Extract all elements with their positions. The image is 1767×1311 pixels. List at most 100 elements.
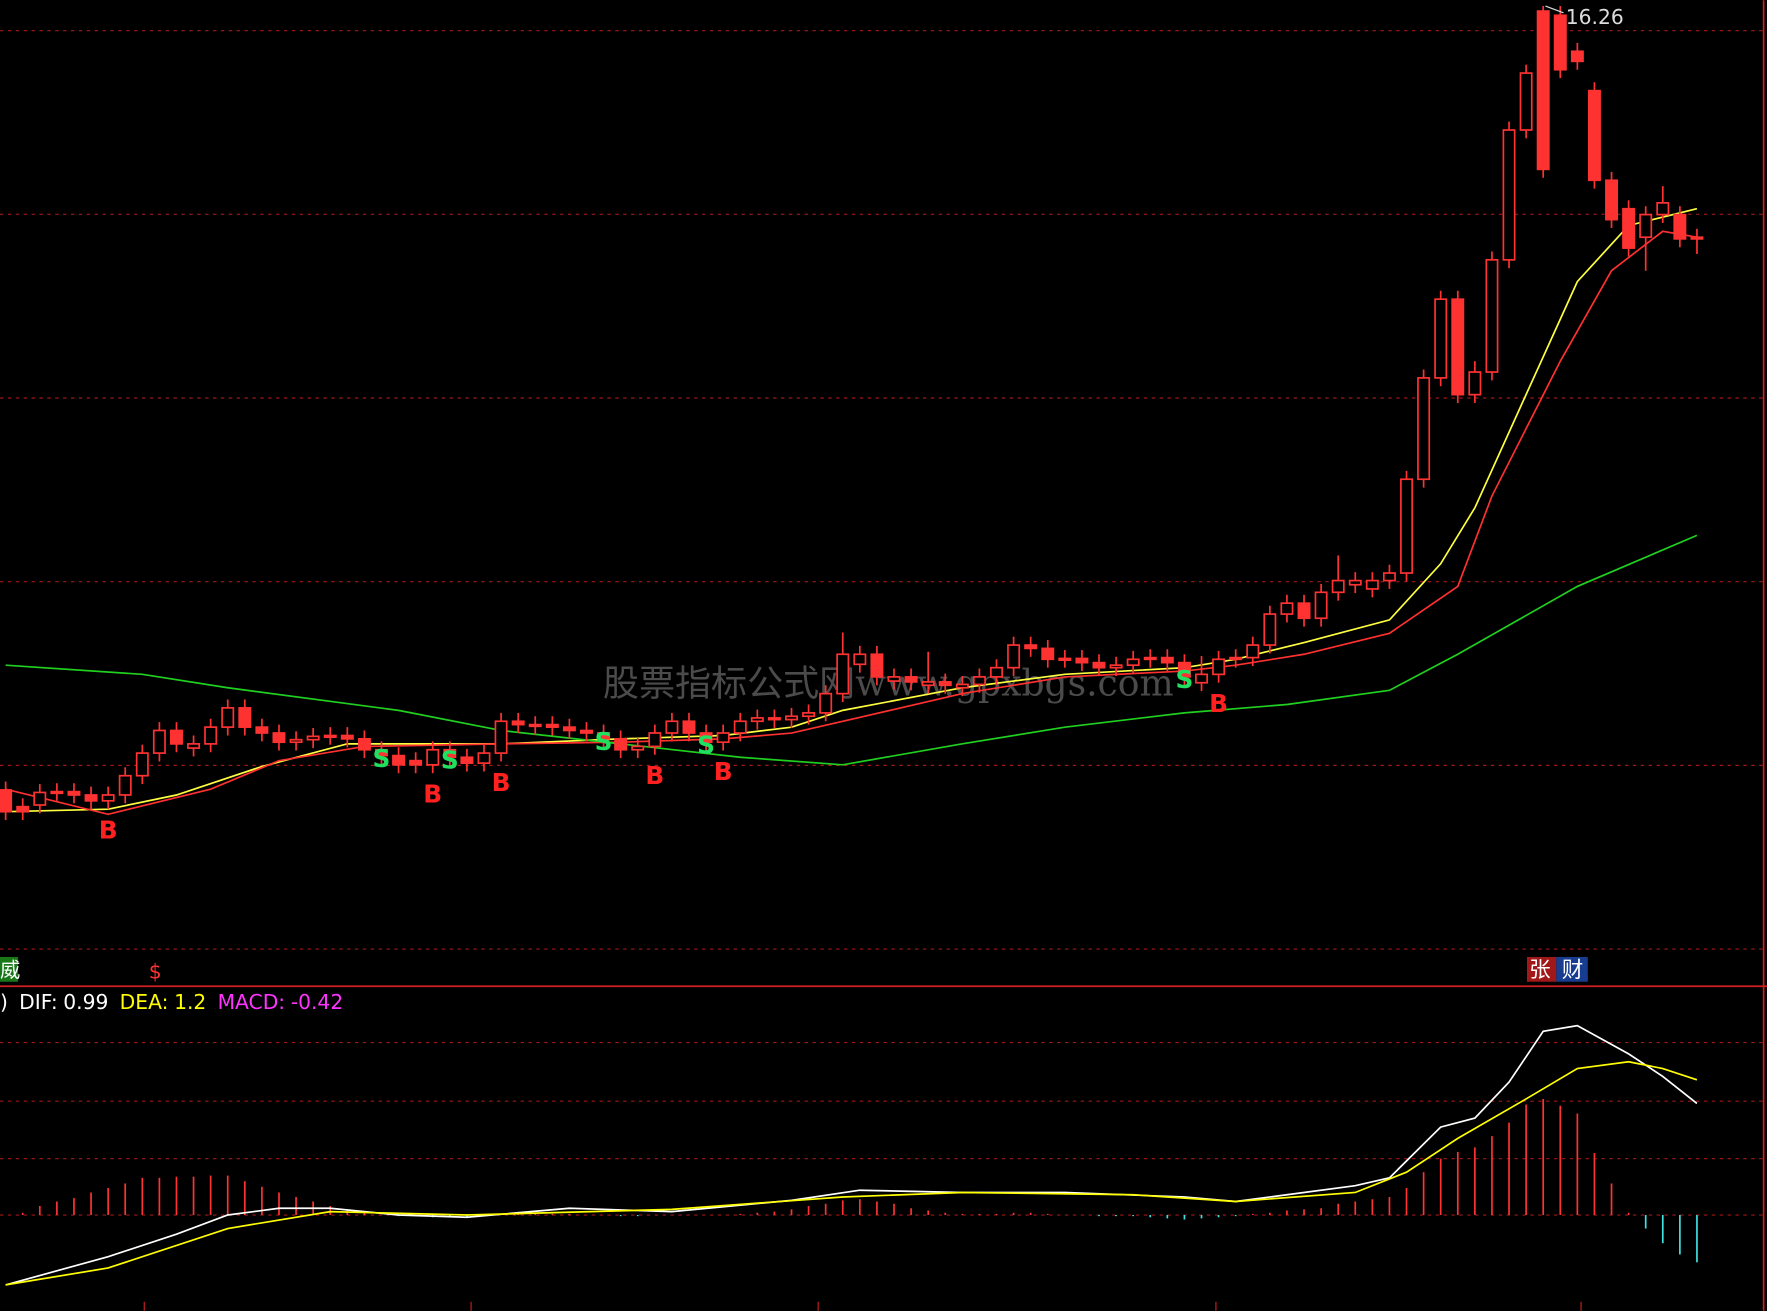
candle-body	[1639, 213, 1653, 239]
candle-body	[1126, 658, 1140, 667]
candle-body	[443, 748, 457, 759]
label-box	[1556, 956, 1588, 982]
candle-body	[494, 720, 508, 754]
candle-body	[272, 732, 286, 744]
candle-body	[1434, 298, 1448, 379]
candle-body	[323, 734, 337, 739]
signal-label: S	[595, 727, 613, 756]
price-grid	[0, 30, 1764, 1216]
candle-body	[1468, 371, 1482, 396]
legend-value: 0.99	[63, 990, 108, 1014]
indicator-line	[5, 1024, 1698, 1286]
signal-label: B	[492, 768, 511, 797]
label-box	[0, 956, 19, 982]
signal-label: S	[373, 744, 391, 773]
candle-body	[1536, 10, 1550, 171]
candle-body	[819, 692, 833, 714]
candle-body	[1297, 602, 1311, 620]
candle-body	[870, 653, 884, 678]
candle-body	[1400, 478, 1414, 574]
candle-body	[699, 732, 713, 744]
candle-body	[1451, 298, 1465, 396]
macd-legend: DIF: 0.99 DEA: 1.2 MACD: -0.42	[19, 990, 343, 1014]
candle-body	[921, 681, 935, 687]
candle-body	[84, 794, 98, 802]
candle-body	[1587, 89, 1601, 182]
candle-body	[1263, 613, 1277, 646]
candle-body	[1024, 644, 1038, 650]
candle-body	[460, 756, 474, 764]
candle-body	[357, 738, 371, 751]
candle-body	[392, 754, 406, 766]
label-box	[1526, 956, 1557, 982]
candle-body	[1553, 14, 1567, 71]
signal-label: B	[1209, 689, 1228, 718]
indicator-line	[5, 230, 1698, 816]
candle-body	[1143, 656, 1157, 661]
candle-body	[16, 805, 30, 813]
max-label: 16.26	[1566, 5, 1624, 29]
bottom-right-label: 张	[1529, 958, 1550, 983]
candle-body	[101, 794, 115, 802]
candle-body	[528, 723, 542, 728]
candle-body	[562, 726, 576, 732]
candle-body	[836, 653, 850, 695]
candle-body	[545, 723, 559, 728]
candle-body	[580, 729, 593, 734]
candle-body	[648, 732, 662, 748]
legend-name: DIF:	[19, 990, 58, 1014]
candle-body	[169, 729, 183, 745]
candle-body	[33, 791, 47, 806]
candle-body	[1195, 673, 1208, 684]
candle-body	[631, 745, 645, 751]
legend-name: DEA:	[120, 990, 169, 1014]
candle-body	[1673, 213, 1687, 240]
candle-body	[1109, 664, 1123, 669]
candle-body	[0, 789, 13, 813]
candle-body	[375, 748, 388, 757]
candle-body	[289, 738, 303, 744]
bottom-mark: $	[149, 959, 162, 983]
indicator-line	[5, 1060, 1698, 1286]
candle-body	[1314, 591, 1328, 620]
candle-body	[118, 774, 132, 796]
candle-body	[1690, 236, 1704, 240]
signal-label: B	[99, 816, 118, 845]
candle-body	[1570, 50, 1584, 63]
candle-body	[477, 752, 491, 764]
candle-body	[716, 732, 730, 744]
candle-body	[238, 707, 252, 728]
candle-body	[1382, 572, 1396, 582]
candle-body	[1331, 579, 1345, 594]
indicator-line	[5, 207, 1698, 813]
candle-body	[306, 735, 320, 741]
macd-prefix: )	[0, 990, 8, 1014]
candle-body	[1246, 644, 1260, 659]
candle-body	[597, 732, 611, 740]
candle-body	[853, 653, 867, 666]
candle-body	[802, 712, 816, 718]
signal-label: B	[714, 757, 733, 786]
candle-body	[152, 729, 166, 754]
candle-body	[1229, 656, 1243, 661]
candle-body	[221, 707, 235, 728]
signal-label: B	[423, 779, 442, 808]
signal-label: S	[441, 746, 459, 775]
max-pointer	[1545, 5, 1564, 14]
candle-body	[340, 734, 354, 740]
candle-body	[1605, 179, 1619, 221]
candle-body	[1348, 579, 1362, 586]
candle-body	[665, 720, 679, 734]
candle-body	[135, 752, 149, 777]
candle-body	[1656, 202, 1670, 216]
candle-body	[1622, 207, 1636, 249]
candle-body	[614, 738, 628, 751]
candle-body	[1177, 661, 1191, 678]
bottom-ticks	[143, 1301, 1582, 1311]
candle-body	[1160, 656, 1174, 664]
candle-body	[1365, 579, 1379, 590]
signal-label: B	[645, 761, 664, 790]
candle-body	[972, 676, 986, 686]
candle-body	[511, 720, 525, 726]
